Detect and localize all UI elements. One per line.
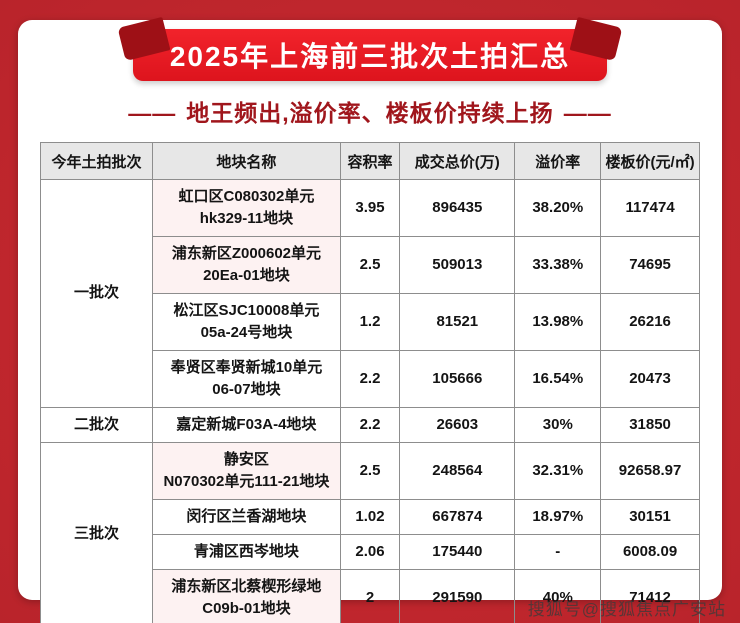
floor-value: 20473 xyxy=(600,350,700,408)
floor-value: 92658.97 xyxy=(600,442,700,500)
far-value: 2.06 xyxy=(339,534,401,570)
batch-cell-1: 一批次 xyxy=(39,179,154,408)
far-value: 1.2 xyxy=(339,293,401,351)
floor-value: 74695 xyxy=(600,236,700,294)
header-far: 容积率 xyxy=(339,142,401,180)
header-floor-price: 楼板价(元/㎡) xyxy=(600,142,700,180)
premium-value: 13.98% xyxy=(514,293,602,351)
table-row: 一批次 虹口区C080302单元 hk329-11地块 3.95 896435 … xyxy=(39,179,700,408)
header-plot-name: 地块名称 xyxy=(152,142,341,180)
table-row: 松江区SJC10008单元 05a-24号地块 1.2 81521 13.98%… xyxy=(41,293,700,351)
premium-value: 33.38% xyxy=(514,236,602,294)
premium-value: 32.31% xyxy=(514,442,602,500)
plot-name: 青浦区西岑地块 xyxy=(152,534,341,570)
plot-name: 奉贤区奉贤新城10单元 06-07地块 xyxy=(152,350,341,408)
header-premium-rate: 溢价率 xyxy=(514,142,602,180)
far-value: 1.02 xyxy=(339,499,401,535)
far-value: 3.95 xyxy=(339,179,401,237)
plot-name: 闵行区兰香湖地块 xyxy=(152,499,341,535)
far-value: 2 xyxy=(339,569,401,623)
subtitle-dash-left: —— xyxy=(128,100,177,126)
plot-name: 松江区SJC10008单元 05a-24号地块 xyxy=(152,293,341,351)
header-total-price: 成交总价(万) xyxy=(399,142,516,180)
table-row: 三批次 静安区 N070302单元111-21地块 2.5 248564 32.… xyxy=(39,442,700,623)
batch-cell-3: 三批次 xyxy=(39,442,154,623)
premium-value: 30% xyxy=(514,407,602,443)
plot-name: 嘉定新城F03A-4地块 xyxy=(152,407,341,443)
table-row: 二批次 嘉定新城F03A-4地块 2.2 26603 30% 31850 xyxy=(39,407,700,443)
price-value: 81521 xyxy=(399,293,516,351)
far-value: 2.5 xyxy=(339,442,401,500)
title-ribbon: 2025年上海前三批次土拍汇总 xyxy=(133,29,607,81)
plot-name: 虹口区C080302单元 hk329-11地块 xyxy=(152,179,341,237)
premium-value: - xyxy=(514,534,602,570)
price-value: 175440 xyxy=(399,534,516,570)
price-value: 896435 xyxy=(399,179,516,237)
content-card: 2025年上海前三批次土拍汇总 —— 地王频出,溢价率、楼板价持续上扬 —— 今年土… xyxy=(18,20,722,623)
far-value: 2.2 xyxy=(339,407,401,443)
price-value: 291590 xyxy=(399,569,516,623)
floor-value: 30151 xyxy=(600,499,700,535)
page-title: 2025年上海前三批次土拍汇总 xyxy=(169,41,571,72)
premium-value: 16.54% xyxy=(514,350,602,408)
premium-value: 18.97% xyxy=(514,499,602,535)
subtitle-text: 地王频出,溢价率、楼板价持续上扬 xyxy=(186,100,554,126)
price-value: 248564 xyxy=(399,442,516,500)
premium-value: 38.20% xyxy=(514,179,602,237)
floor-value: 31850 xyxy=(600,407,700,443)
floor-value: 6008.09 xyxy=(600,534,700,570)
plot-name: 静安区 N070302单元111-21地块 xyxy=(152,442,341,500)
price-value: 105666 xyxy=(399,350,516,408)
price-value: 509013 xyxy=(399,236,516,294)
floor-value: 71412 xyxy=(600,569,700,623)
far-value: 2.5 xyxy=(339,236,401,294)
subtitle-dash-right: —— xyxy=(563,100,612,126)
floor-value: 26216 xyxy=(600,293,700,351)
land-auction-table: 今年土拍批次 地块名称 容积率 成交总价(万) 溢价率 楼板价(元/㎡) 一批次… xyxy=(39,142,700,623)
far-value: 2.2 xyxy=(339,350,401,408)
floor-value: 117474 xyxy=(600,179,700,237)
table-row: 闵行区兰香湖地块 1.02 667874 18.97% 30151 xyxy=(41,499,700,535)
plot-name: 浦东新区北蔡楔形绿地 C09b-01地块 xyxy=(152,569,341,623)
table-header-row: 今年土拍批次 地块名称 容积率 成交总价(万) 溢价率 楼板价(元/㎡) xyxy=(39,142,700,180)
table-row: 奉贤区奉贤新城10单元 06-07地块 2.2 105666 16.54% 20… xyxy=(41,350,700,408)
watermark: 搜狐号@搜狐焦点广安站 xyxy=(527,600,726,619)
table-row: 浦东新区Z000602单元 20Ea-01地块 2.5 509013 33.38… xyxy=(41,236,700,294)
price-value: 26603 xyxy=(399,407,516,443)
batch-cell-2: 二批次 xyxy=(39,407,154,443)
header-batch: 今年土拍批次 xyxy=(39,142,154,180)
plot-name: 浦东新区Z000602单元 20Ea-01地块 xyxy=(152,236,341,294)
subtitle: —— 地王频出,溢价率、楼板价持续上扬 —— xyxy=(18,94,722,128)
price-value: 667874 xyxy=(399,499,516,535)
table-row: 浦东新区北蔡楔形绿地 C09b-01地块 2 291590 40% 71412 xyxy=(41,569,700,623)
